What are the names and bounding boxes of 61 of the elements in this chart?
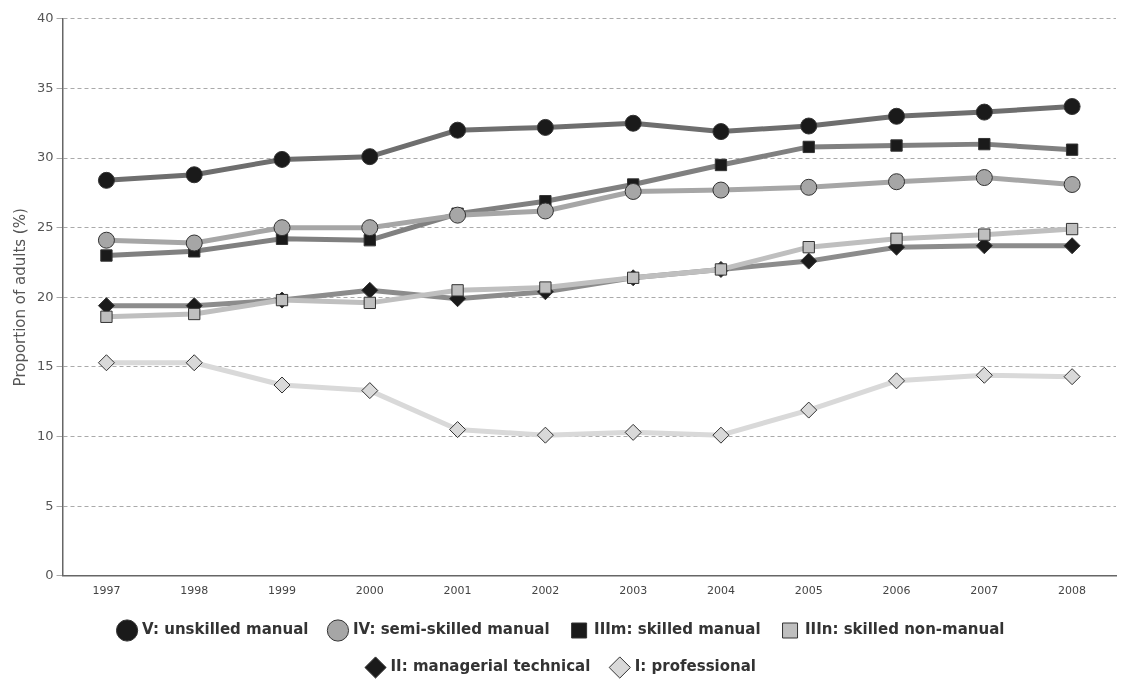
y-tick-label: 35 xyxy=(37,79,54,95)
point xyxy=(1063,368,1081,386)
x-tick-label: 2002 xyxy=(531,584,560,598)
point xyxy=(363,296,376,310)
x-tick-label: 2003 xyxy=(619,584,648,598)
point xyxy=(800,178,818,196)
legend-label: II: managerial technical xyxy=(390,657,591,676)
point xyxy=(97,231,115,249)
legend-label: I: professional xyxy=(634,657,756,676)
point xyxy=(712,181,730,199)
point xyxy=(978,228,991,241)
point xyxy=(539,281,552,294)
y-axis-title: Proportion of adults (%) xyxy=(10,208,29,387)
point xyxy=(185,234,203,252)
x-tick-label: 2001 xyxy=(443,584,472,598)
point xyxy=(802,241,815,254)
y-tick-label: 15 xyxy=(37,358,54,374)
y-tick-label: 20 xyxy=(37,288,54,304)
point xyxy=(536,426,554,444)
y-tick-label: 0 xyxy=(45,567,54,583)
legend-label: IIIn: skilled non-manual xyxy=(805,620,1005,639)
y-tick-label: 10 xyxy=(37,427,54,443)
x-tick-label: 2006 xyxy=(882,584,911,598)
legend-label: IIIm: skilled manual xyxy=(594,620,761,639)
y-tick-label: 30 xyxy=(37,149,54,165)
x-tick-label: 1998 xyxy=(180,584,209,598)
x-tick-label: 2004 xyxy=(706,584,735,598)
point xyxy=(1063,176,1081,194)
y-tick-label: 25 xyxy=(37,219,54,235)
y-tick-label: 5 xyxy=(45,497,54,513)
x-tick-label: 1999 xyxy=(268,584,297,598)
x-tick-label: 2005 xyxy=(794,584,823,598)
point xyxy=(888,173,906,191)
point xyxy=(449,206,467,224)
y-tick-label: 40 xyxy=(37,10,54,26)
point xyxy=(1065,222,1079,236)
point xyxy=(100,310,113,323)
point xyxy=(449,421,467,439)
point xyxy=(890,232,903,245)
point xyxy=(800,401,818,419)
point xyxy=(975,169,993,187)
point xyxy=(361,219,379,237)
x-tick-label: 2007 xyxy=(970,584,999,598)
point xyxy=(451,284,464,297)
legend-label: IV: semi-skilled manual xyxy=(352,620,550,639)
point xyxy=(185,354,203,372)
point xyxy=(188,307,201,321)
point xyxy=(624,423,642,441)
point xyxy=(273,376,291,394)
x-tick-label: 2000 xyxy=(355,584,384,598)
x-tick-label: 2008 xyxy=(1058,584,1087,598)
point xyxy=(536,202,554,220)
point xyxy=(273,219,291,237)
point xyxy=(97,354,115,372)
legend-label: V: unskilled manual xyxy=(142,620,309,639)
point xyxy=(712,426,730,444)
x-tick-label: 1997 xyxy=(92,584,121,598)
point xyxy=(888,372,906,390)
point xyxy=(975,366,993,384)
point xyxy=(624,182,642,200)
point xyxy=(361,382,379,400)
